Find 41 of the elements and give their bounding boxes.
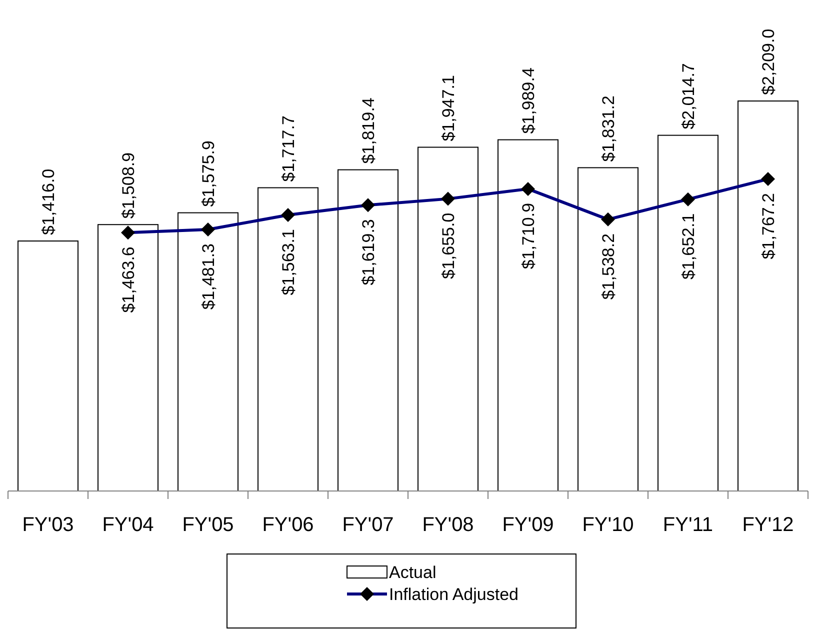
data-label: $1,989.4 [519, 68, 538, 134]
data-label: $1,463.6 [119, 246, 138, 313]
data-label: $1,710.9 [519, 202, 538, 270]
legend-label: Actual [389, 563, 436, 582]
x-tick-label: FY'07 [342, 514, 394, 536]
x-tick-label: FY'11 [662, 514, 714, 536]
bar [258, 187, 318, 492]
data-label: $1,652.1 [679, 213, 698, 280]
legend-label: Inflation Adjusted [389, 585, 518, 604]
data-label: $1,481.3 [199, 243, 218, 310]
bar [578, 167, 638, 492]
data-label: $1,508.9 [119, 152, 138, 219]
bar [658, 134, 718, 492]
data-label: $1,538.2 [599, 233, 618, 300]
x-tick-label: FY'06 [262, 514, 314, 536]
bar [98, 224, 158, 492]
data-label: $1,575.9 [199, 140, 218, 207]
x-tick-label: FY'12 [742, 514, 794, 536]
bar [738, 100, 798, 492]
bar [418, 146, 478, 492]
data-label: $1,563.1 [279, 229, 298, 296]
x-tick-label: FY'10 [582, 514, 634, 536]
data-label: $1,767.2 [759, 193, 778, 260]
x-tick-label: FY'03 [22, 514, 74, 536]
data-label: $1,655.0 [439, 212, 458, 279]
bar [18, 240, 78, 492]
bar [338, 169, 398, 492]
data-label: $2,014.7 [679, 63, 698, 130]
x-tick-label: FY'09 [502, 514, 554, 536]
data-label: $1,947.1 [439, 75, 458, 142]
data-label: $1,717.7 [279, 116, 298, 182]
bar [178, 212, 238, 492]
bar [498, 139, 558, 492]
x-tick-label: FY'05 [182, 514, 234, 536]
data-label: $1,416.0 [39, 168, 58, 236]
data-label: $1,831.2 [599, 96, 618, 162]
x-tick-label: FY'04 [102, 514, 154, 536]
data-label: $1,819.4 [359, 98, 378, 164]
data-label: $1,619.3 [359, 219, 378, 286]
data-label: $2,209.0 [759, 28, 778, 95]
x-tick-label: FY'08 [422, 514, 474, 536]
